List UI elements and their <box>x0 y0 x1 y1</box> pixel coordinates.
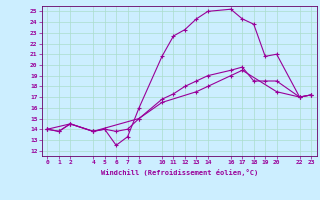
X-axis label: Windchill (Refroidissement éolien,°C): Windchill (Refroidissement éolien,°C) <box>100 169 258 176</box>
